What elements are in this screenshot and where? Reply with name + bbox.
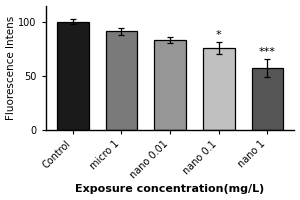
Bar xyxy=(251,68,283,130)
Text: ***: *** xyxy=(259,47,276,57)
X-axis label: Exposure concentration(mg/L): Exposure concentration(mg/L) xyxy=(76,184,265,194)
Bar xyxy=(106,31,137,130)
Bar xyxy=(154,40,186,130)
Y-axis label: Fluorescence Intens: Fluorescence Intens xyxy=(6,15,16,120)
Text: *: * xyxy=(216,30,221,40)
Bar xyxy=(57,22,88,130)
Bar xyxy=(203,48,235,130)
